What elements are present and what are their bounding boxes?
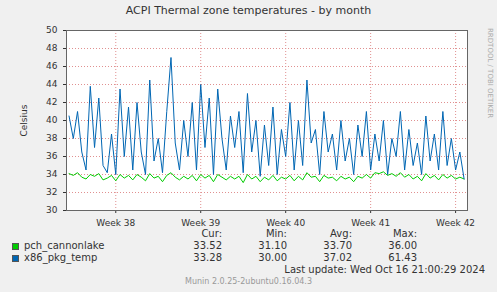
- html-text:x86_pkg_temp: x86_pkg_temp: [24, 252, 98, 263]
- svg-text:Week 38: Week 38: [96, 218, 135, 228]
- svg-text:Week 40: Week 40: [266, 218, 305, 228]
- svg-text:36: 36: [46, 151, 58, 161]
- html-text:Max:: Max:: [393, 228, 417, 239]
- svg-text:38: 38: [46, 133, 58, 143]
- html-text:ACPI Thermal zone temperatures: ACPI Thermal zone temperatures - by mont…: [125, 4, 372, 17]
- html-text:33.28: 33.28: [193, 252, 222, 263]
- svg-text:32: 32: [46, 187, 57, 197]
- html-text:Munin 2.0.25-2ubuntu0.16.04.3: Munin 2.0.25-2ubuntu0.16.04.3: [185, 277, 312, 286]
- html-text:37.02: 37.02: [323, 252, 352, 263]
- svg-text:40: 40: [46, 115, 58, 125]
- svg-text:42: 42: [46, 97, 57, 107]
- svg-text:48: 48: [46, 43, 58, 53]
- html-text:Cur:: Cur:: [201, 228, 222, 239]
- html-text:RRDTOOL / TOBI OETIKER: RRDTOOL / TOBI OETIKER: [486, 28, 494, 119]
- html-text:Avg:: Avg:: [330, 228, 352, 239]
- html-text:33.70: 33.70: [323, 240, 352, 251]
- html-text:pch_cannonlake: pch_cannonlake: [24, 240, 105, 251]
- html-text:31.10: 31.10: [258, 240, 287, 251]
- svg-text:30: 30: [46, 205, 58, 215]
- html-text:Last update: Wed Oct 16 21:00:: Last update: Wed Oct 16 21:00:29 2024: [284, 264, 485, 275]
- html-text:33.52: 33.52: [193, 240, 222, 251]
- svg-text:Celsius: Celsius: [19, 104, 29, 136]
- html-text:61.43: 61.43: [388, 252, 417, 263]
- svg-text:44: 44: [46, 79, 58, 89]
- svg-text:Week 42: Week 42: [436, 218, 475, 228]
- html-text:36.00: 36.00: [388, 240, 417, 251]
- svg-text:Week 39: Week 39: [181, 218, 220, 228]
- svg-text:Week 41: Week 41: [351, 218, 390, 228]
- svg-text:46: 46: [46, 61, 58, 71]
- svg-text:34: 34: [46, 169, 58, 179]
- svg-text:50: 50: [46, 25, 58, 35]
- html-text:Min:: Min:: [265, 228, 287, 239]
- html-text:30.00: 30.00: [258, 252, 287, 263]
